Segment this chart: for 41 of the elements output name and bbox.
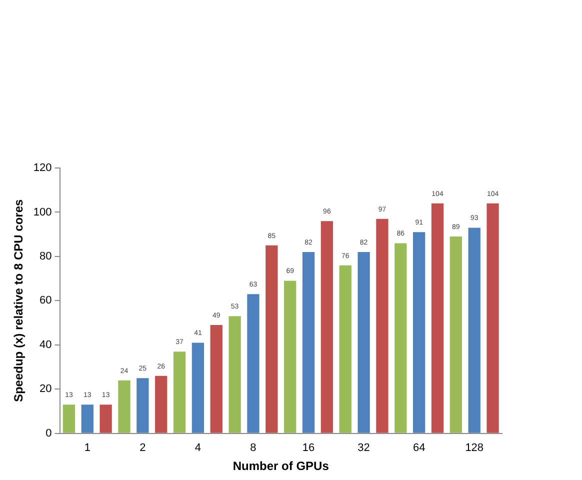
x-tick-label: 1 [84,442,90,454]
x-tick-label: 64 [412,442,426,454]
x-axis-title: Number of GPUs [232,459,330,474]
bar [376,218,388,433]
bar [266,245,278,433]
x-tick-label: 16 [302,442,315,454]
bar [192,342,204,433]
bar [284,280,296,433]
bar [62,404,76,433]
y-tick-label: 60 [40,294,52,307]
bar [358,252,370,433]
bar [81,404,94,433]
bar [486,203,499,433]
bar [173,352,186,433]
bar [320,221,334,433]
x-tick-label: 8 [250,442,256,454]
y-tick-label: 40 [40,338,52,351]
bar [413,232,426,433]
bar [394,243,407,433]
y-axis-title: Speedup (x) relative to 8 CPU cores [12,199,26,402]
x-tick-label: 2 [140,442,146,454]
y-tick-label: 20 [40,383,52,396]
bar [468,228,480,433]
bar [136,378,149,433]
x-tick-label: 128 [465,442,484,454]
y-tick-label: 120 [33,162,52,174]
bar [210,325,222,433]
bar [100,404,112,433]
bar [118,380,130,433]
bar [431,203,444,433]
bar [155,376,168,433]
x-tick-label: 4 [194,442,202,454]
y-tick-label: 80 [40,250,52,262]
bar [228,316,241,433]
bar [450,236,462,433]
x-tick-label: 32 [358,442,370,454]
bar [247,294,260,433]
y-tick-label: 100 [33,206,52,218]
bar [339,265,352,433]
bar [302,252,315,433]
y-tick-label: 0 [46,427,52,440]
